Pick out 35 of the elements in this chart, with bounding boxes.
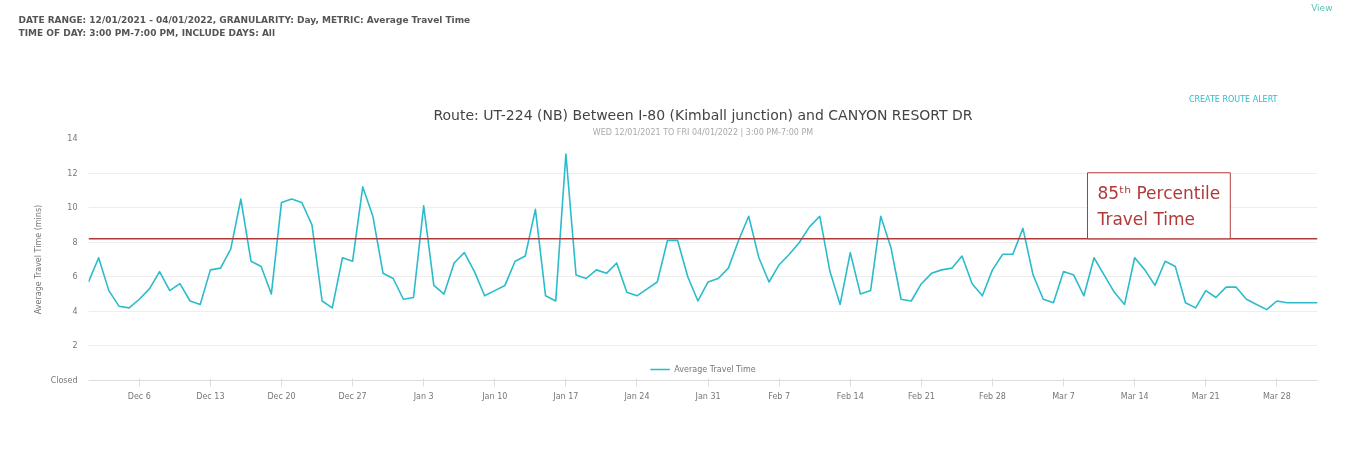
x-tick-label: Feb 21 xyxy=(907,391,935,401)
text: CREATE ROUTE ALERT xyxy=(1188,94,1278,104)
y-tick-label: 8 xyxy=(72,237,78,247)
text: View xyxy=(1311,2,1333,13)
x-tick-label: Mar 7 xyxy=(1052,391,1075,401)
x-tick-label: Feb 28 xyxy=(979,391,1006,401)
x-tick-label: Mar 28 xyxy=(1262,391,1291,401)
y-axis-title: Average Travel Time (mins) xyxy=(33,204,43,315)
line-series xyxy=(88,153,1318,311)
x-tick-label: Mar 14 xyxy=(1120,391,1149,401)
y-tick-label: 4 xyxy=(72,306,78,316)
x-tick-label: Mar 21 xyxy=(1191,391,1220,401)
y-tick-label: 14 xyxy=(67,134,78,143)
x-tick-label: Dec 27 xyxy=(338,391,367,401)
legend-label: Average Travel Time xyxy=(674,364,756,374)
chart-subtitle: WED 12/01/2021 TO FRI 04/01/2022 | 3:00 PM-7:00 PM xyxy=(592,127,814,137)
x-tick-label: Jan 17 xyxy=(552,391,579,401)
x-tick-label: Feb 14 xyxy=(836,391,864,401)
ref-line-label: 85ᵗʰ Percentile Travel Time xyxy=(1096,182,1221,229)
y-tick-label: 10 xyxy=(67,203,78,213)
x-tick-label: Jan 10 xyxy=(481,391,508,401)
x-tick-label: Dec 20 xyxy=(267,391,296,401)
x-tick-label: Jan 3 xyxy=(412,391,434,401)
y-tick-label: 6 xyxy=(72,272,78,282)
text: TIME OF DAY: 3:00 PM-7:00 PM, INCLUDE DAYS: All xyxy=(18,28,276,38)
y-tick-label: 12 xyxy=(67,168,78,178)
x-tick-label: Feb 7 xyxy=(768,391,791,401)
x-tick-label: Jan 24 xyxy=(623,391,650,401)
chart-title: Route: UT-224 (NB) Between I-80 (Kimball junction) and CANYON RESORT DR xyxy=(433,106,973,123)
y-tick-label: 2 xyxy=(72,341,78,351)
x-tick-label: Jan 31 xyxy=(694,391,721,401)
text: DATE RANGE: 12/01/2021 - 04/01/2022, GRANULARITY: Day, METRIC: Average Travel Time xyxy=(18,15,471,25)
x-tick-label: Dec 6 xyxy=(127,391,151,401)
y-tick-label: Closed xyxy=(50,376,78,385)
x-tick-label: Dec 13 xyxy=(196,391,225,401)
